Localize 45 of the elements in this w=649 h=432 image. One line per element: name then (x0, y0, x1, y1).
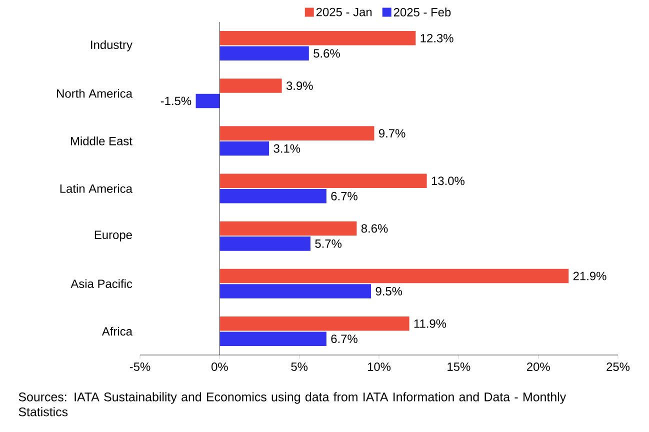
y-tick-label: North America (57, 88, 132, 98)
bar (220, 188, 326, 204)
legend-label: 2025 - Feb (394, 8, 451, 16)
bar (220, 284, 372, 298)
data-label: 3.1% (274, 144, 300, 153)
bar (220, 126, 374, 140)
x-tick-label: 0% (212, 362, 228, 371)
x-tick-label: -5% (130, 362, 150, 371)
bar (220, 78, 282, 93)
data-label: 9.5% (376, 287, 402, 296)
bar (220, 268, 569, 284)
legend-label: 2025 - Jan (316, 8, 372, 16)
data-label: 9.7% (378, 129, 406, 138)
data-label: 13.0% (432, 176, 464, 186)
data-label: 21.9% (573, 272, 606, 280)
x-tick-label: 25% (606, 362, 630, 371)
data-label: 5.7% (315, 239, 342, 248)
y-tick-label: Europe (94, 230, 132, 242)
y-tick-label: Asia Pacific (70, 279, 132, 288)
x-tick-label: 5% (291, 362, 308, 371)
data-label: 6.7% (331, 334, 358, 344)
bar (220, 46, 309, 61)
x-tick-label: 15% (448, 362, 470, 371)
x-tick-label: 20% (526, 362, 550, 371)
bar (220, 316, 410, 331)
data-label: 6.7% (331, 192, 358, 200)
bar (220, 31, 416, 46)
data-label: 5.6% (314, 49, 340, 58)
data-label: 8.6% (361, 224, 388, 233)
bar (220, 332, 326, 346)
bar (196, 94, 220, 108)
y-tick-label: Industry (91, 40, 132, 52)
y-tick-label: Middle East (71, 136, 132, 146)
data-label: 12.3% (420, 34, 454, 42)
data-label: -1.5% (160, 96, 192, 106)
data-label: 11.9% (414, 319, 446, 328)
source-note: Sources: IATA Sustainability and Economics using data from IATA Information and Data - Monthly Statistics (18, 392, 566, 416)
x-tick-label: 10% (368, 362, 391, 371)
bar (220, 141, 270, 156)
bar (220, 236, 310, 251)
bar (220, 221, 357, 236)
bar (220, 174, 427, 188)
y-tick-label: Africa (102, 326, 132, 336)
data-label: 3.9% (286, 82, 313, 90)
y-tick-label: Latin America (60, 184, 132, 193)
